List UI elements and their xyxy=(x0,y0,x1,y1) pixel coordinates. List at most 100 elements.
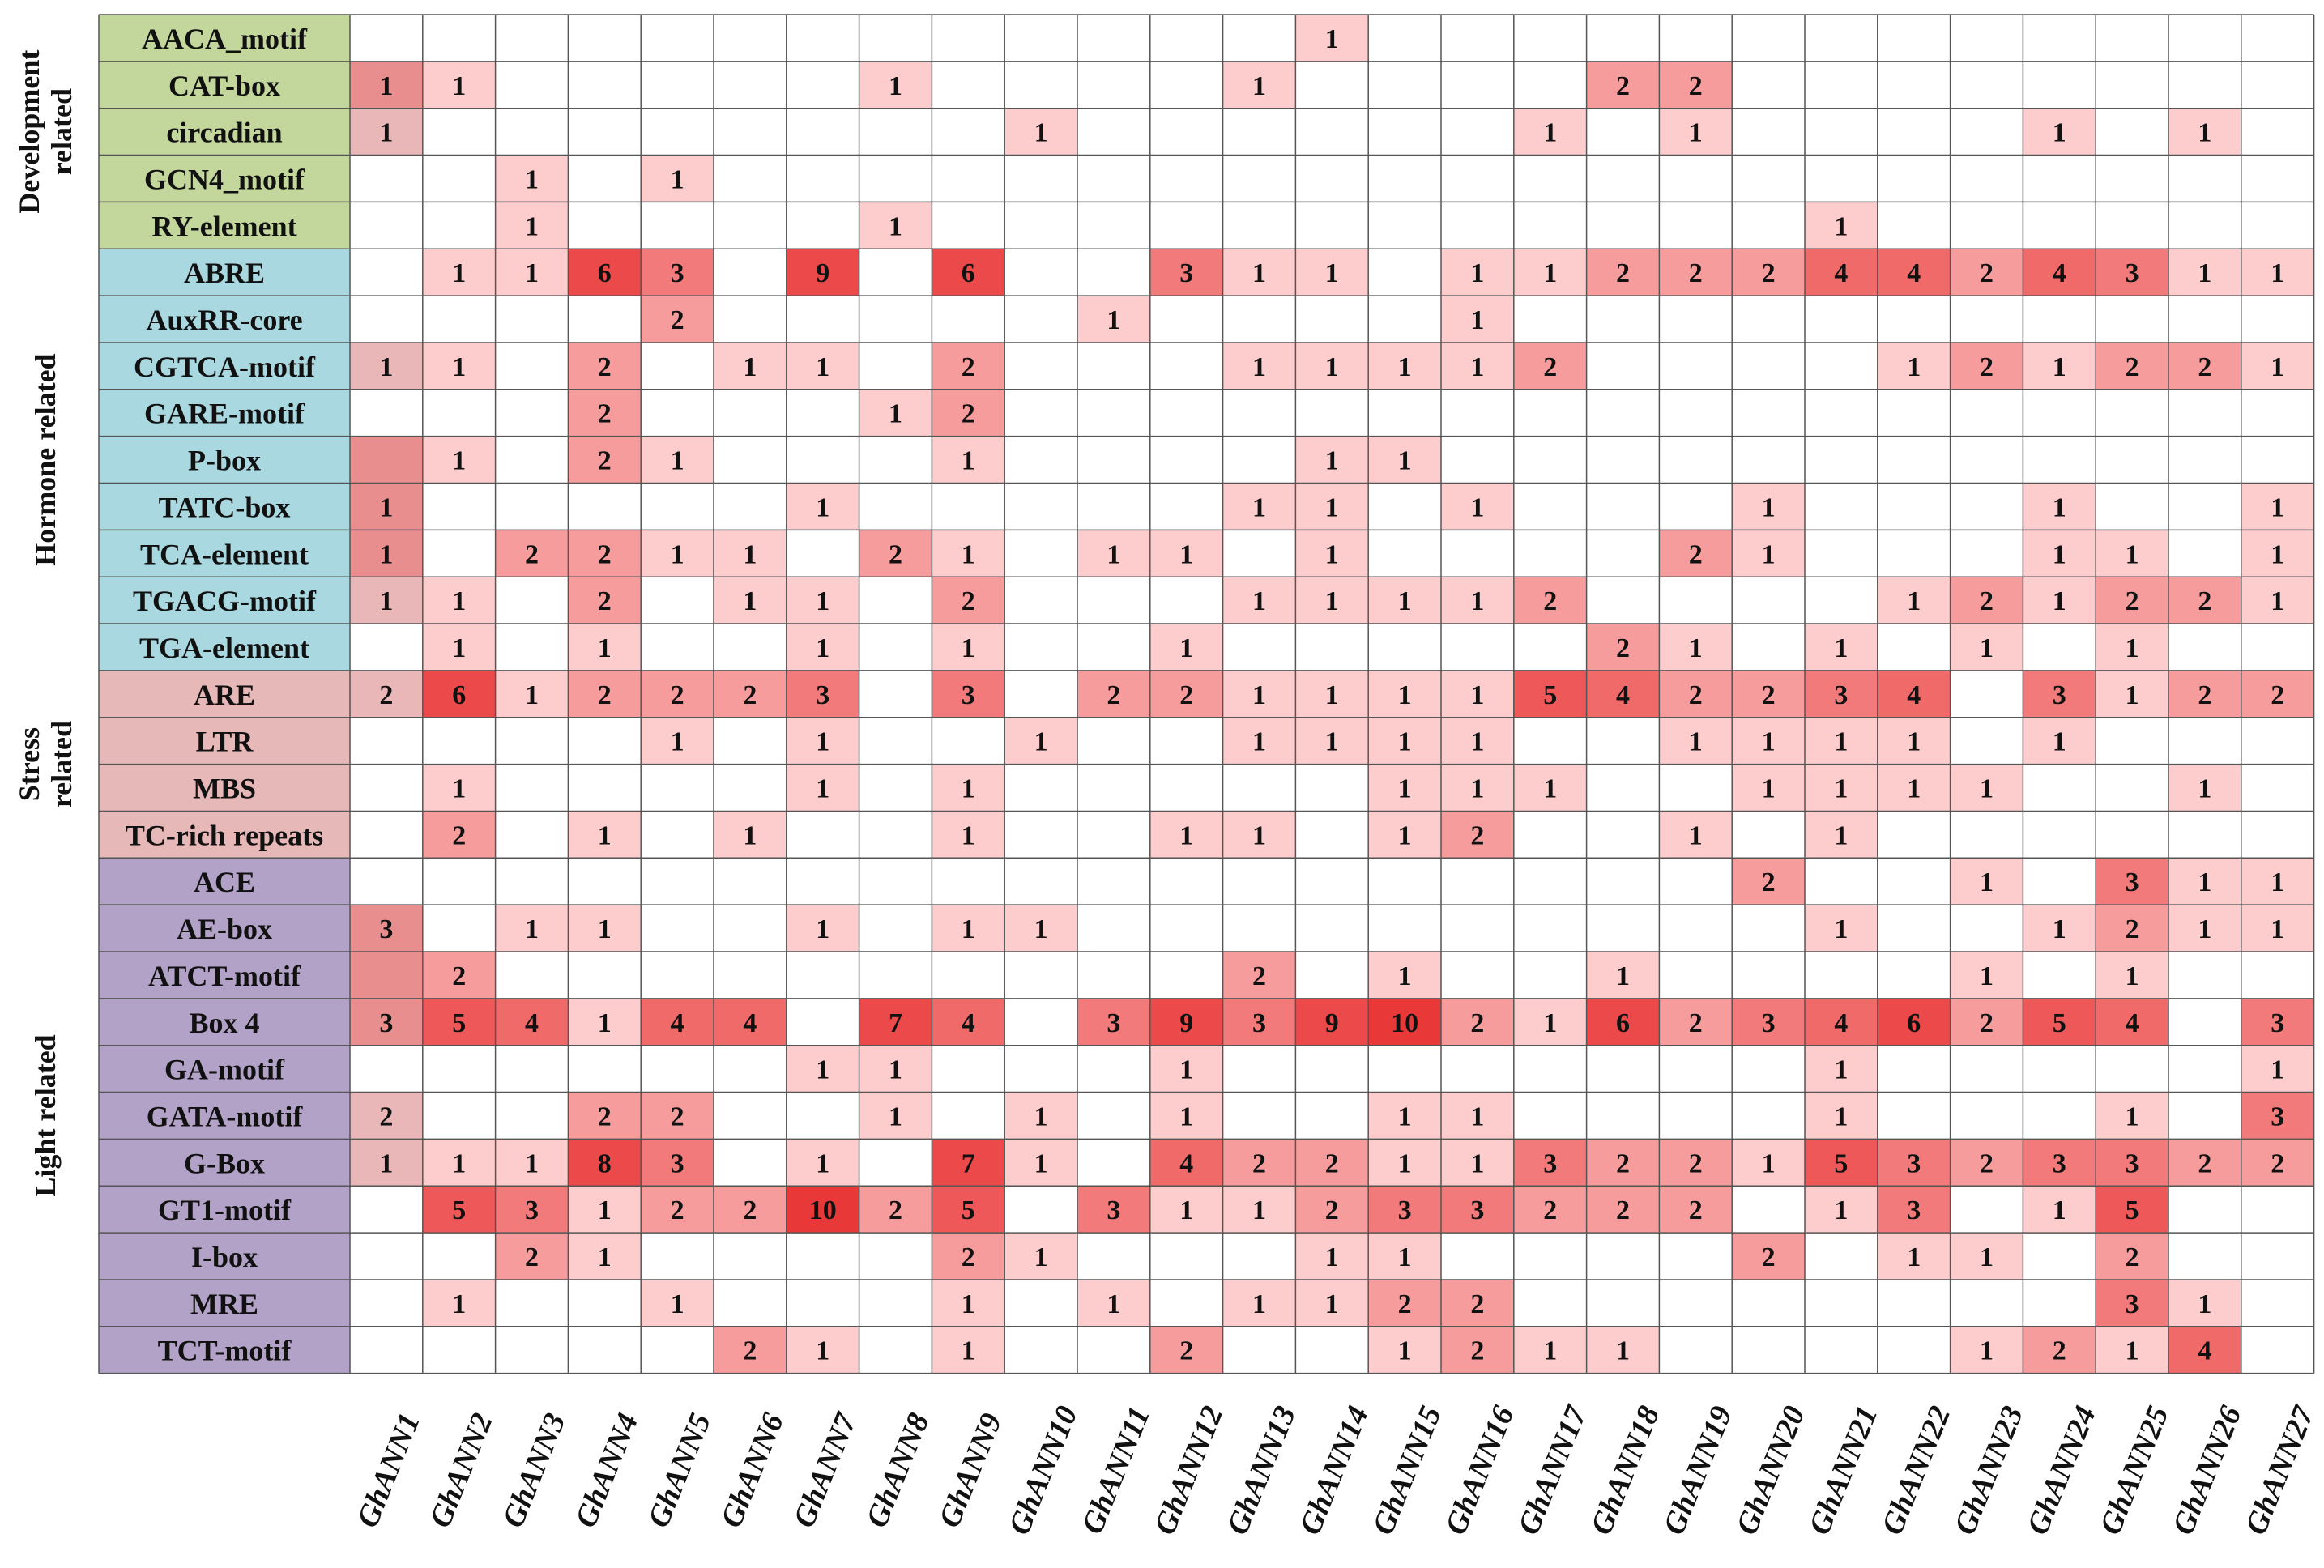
cell-value: 1 xyxy=(1543,258,1557,288)
heatmap-cell xyxy=(641,811,714,859)
heatmap-cell xyxy=(786,717,859,765)
cell-value: 1 xyxy=(2126,633,2139,663)
heatmap-cell xyxy=(859,905,932,952)
heatmap-cell xyxy=(932,998,1005,1046)
cell-value: 5 xyxy=(2053,1008,2066,1038)
heatmap-cell xyxy=(1222,1045,1296,1093)
heatmap-cell xyxy=(859,1092,932,1140)
heatmap-cell xyxy=(568,811,642,859)
cell-value: 1 xyxy=(1470,492,1484,522)
cell-value: 1 xyxy=(1834,914,1848,944)
heatmap-cell xyxy=(1441,1045,1514,1093)
cell-value: 2 xyxy=(1616,633,1630,663)
motif-label: ACE xyxy=(194,866,255,898)
heatmap-cell xyxy=(641,155,714,202)
heatmap-cell xyxy=(1149,155,1223,202)
heatmap-cell xyxy=(422,342,496,390)
heatmap-cell xyxy=(1077,436,1150,484)
heatmap-cell xyxy=(1805,342,1878,390)
heatmap-cell xyxy=(641,717,714,765)
cell-value: 2 xyxy=(889,539,902,569)
cell-value: 2 xyxy=(1616,258,1630,288)
cell-value: 2 xyxy=(1325,1195,1339,1225)
heatmap-cell xyxy=(350,1092,423,1140)
heatmap-cell xyxy=(2168,1233,2241,1280)
heatmap-cell xyxy=(422,1045,496,1093)
heatmap-cell xyxy=(1877,905,1951,952)
heatmap-cell xyxy=(1441,342,1514,390)
motif-label: CAT-box xyxy=(168,70,280,102)
cell-value: 1 xyxy=(2271,352,2284,382)
heatmap-cell xyxy=(714,717,787,765)
cell-value: 1 xyxy=(1179,1101,1193,1131)
heatmap-cell xyxy=(1222,389,1296,437)
heatmap-cell xyxy=(859,998,932,1046)
heatmap-cell xyxy=(1805,952,1878,999)
heatmap-cell xyxy=(422,436,496,484)
cell-value: 3 xyxy=(2126,867,2139,897)
heatmap-cell xyxy=(1441,577,1514,624)
cell-value: 1 xyxy=(816,1336,829,1366)
heatmap-cell xyxy=(1295,155,1369,202)
heatmap-cell xyxy=(1513,61,1587,109)
heatmap-cell xyxy=(2241,577,2314,624)
cell-value: 1 xyxy=(1179,539,1193,569)
cell-value: 1 xyxy=(1252,71,1266,101)
cell-value: 1 xyxy=(962,633,975,663)
heatmap-cell xyxy=(2023,389,2096,437)
heatmap-cell xyxy=(786,1326,859,1374)
motif-label: ABRE xyxy=(184,257,265,289)
cell-value: 1 xyxy=(1107,305,1120,335)
cell-value: 2 xyxy=(1762,258,1776,288)
heatmap-cell xyxy=(1368,389,1441,437)
column-label: GhANN26 xyxy=(2166,1401,2248,1539)
heatmap-cell xyxy=(495,905,569,952)
heatmap-cell xyxy=(714,1045,787,1093)
heatmap-cell xyxy=(859,15,932,62)
cell-value: 1 xyxy=(962,446,975,476)
heatmap-cell xyxy=(2241,764,2314,812)
column-label: GhANN24 xyxy=(2020,1401,2102,1539)
cell-value: 4 xyxy=(525,1008,539,1038)
heatmap-cell xyxy=(1586,1092,1660,1140)
heatmap-cell xyxy=(1586,155,1660,202)
heatmap-cell xyxy=(1659,670,1733,718)
cell-value: 1 xyxy=(379,586,393,616)
heatmap-cell xyxy=(1659,717,1733,765)
heatmap-cell xyxy=(1732,764,1805,812)
heatmap-cell xyxy=(1004,577,1077,624)
cell-value: 1 xyxy=(1543,1336,1557,1366)
heatmap-cell xyxy=(495,998,569,1046)
heatmap-cell xyxy=(2023,1186,2096,1234)
cell-value: 4 xyxy=(1834,258,1848,288)
cell-value: 1 xyxy=(1762,774,1776,804)
heatmap-cell xyxy=(1295,670,1369,718)
heatmap-cell xyxy=(2096,483,2168,530)
cell-value: 1 xyxy=(743,539,757,569)
heatmap-cell xyxy=(641,202,714,249)
heatmap-cell xyxy=(1950,670,2023,718)
heatmap-cell xyxy=(1222,530,1296,577)
cell-value: 1 xyxy=(1325,258,1339,288)
cell-value: 3 xyxy=(1179,258,1193,288)
heatmap-cell xyxy=(1659,389,1733,437)
cell-value: 1 xyxy=(1762,1148,1776,1178)
heatmap-cell xyxy=(1513,998,1587,1046)
cell-value: 3 xyxy=(1470,1195,1484,1225)
heatmap-cell xyxy=(1586,717,1660,765)
heatmap-cell xyxy=(714,811,787,859)
heatmap-cell xyxy=(2168,952,2241,999)
heatmap-cell xyxy=(1513,905,1587,952)
cell-value: 3 xyxy=(1398,1195,1412,1225)
heatmap-cell xyxy=(1004,905,1077,952)
heatmap-cell xyxy=(1004,1139,1077,1187)
cell-value: 2 xyxy=(962,1242,975,1272)
heatmap-cell xyxy=(495,249,569,296)
cell-value: 1 xyxy=(962,1336,975,1366)
heatmap-cell xyxy=(2168,155,2241,202)
heatmap-cell xyxy=(1586,811,1660,859)
heatmap-cell xyxy=(714,389,787,437)
cell-value: 2 xyxy=(1107,680,1120,710)
cell-value: 1 xyxy=(1034,1148,1048,1178)
heatmap-cell xyxy=(1222,249,1296,296)
